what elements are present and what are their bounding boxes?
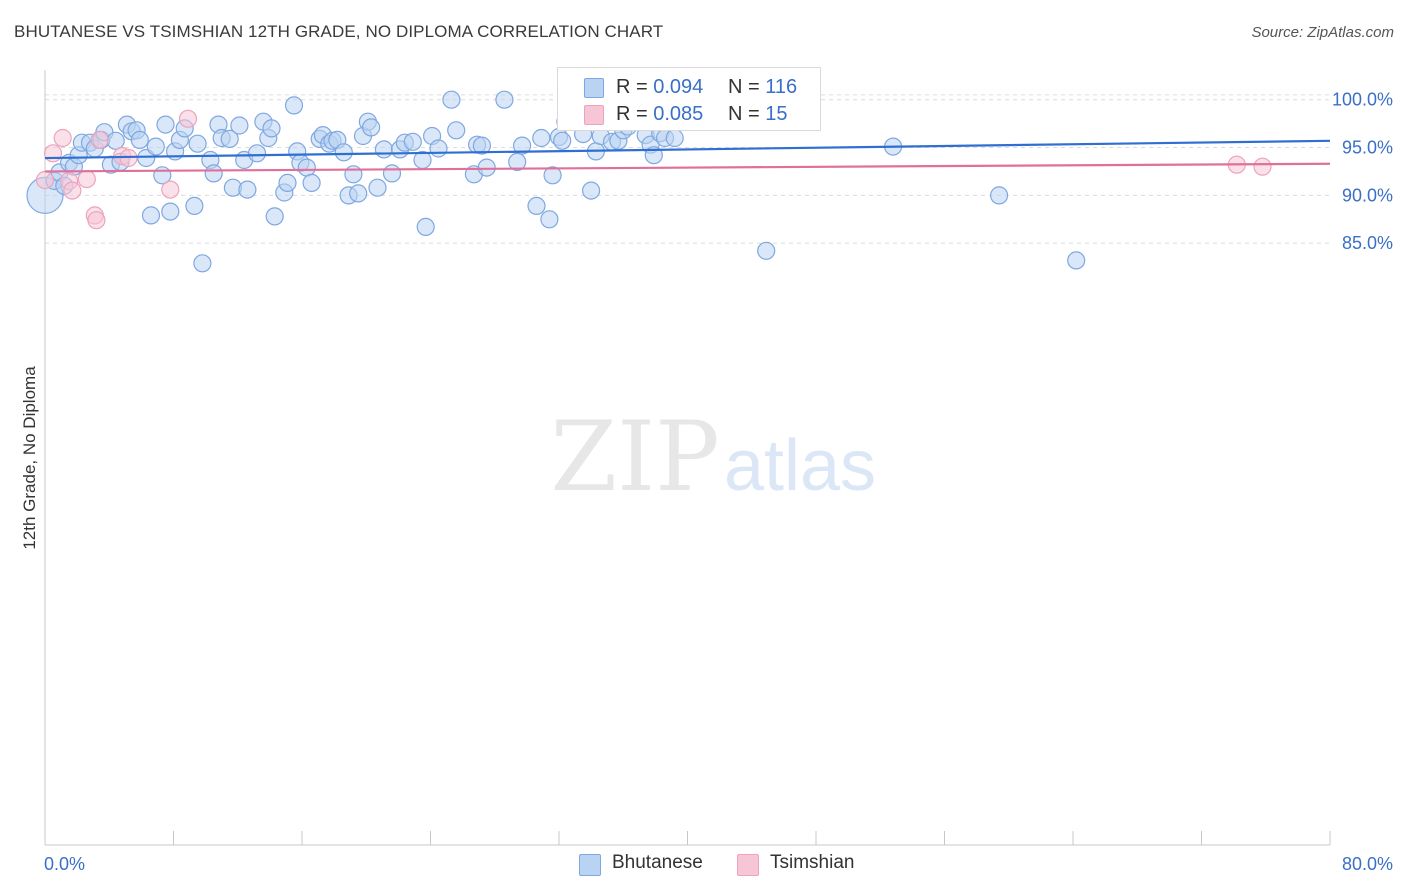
tsimshian-point: [53, 128, 72, 148]
bhutanese-point: [543, 166, 562, 185]
bhutanese-point: [193, 254, 212, 273]
tsimshian-point: [77, 170, 96, 189]
bhutanese-point: [141, 206, 161, 225]
bhutanese-point: [349, 184, 368, 203]
correlation-legend: R = 0.094 N = 116 R = 0.085 N = 15: [557, 67, 821, 131]
bhutanese-point: [284, 96, 304, 115]
bhutanese-point: [477, 158, 496, 177]
bhutanese-point: [230, 116, 249, 135]
tsimshian-point: [1253, 157, 1272, 176]
chart-title: BHUTANESE VS TSIMSHIAN 12TH GRADE, NO DI…: [14, 22, 664, 41]
legend-r-value: 0.094: [653, 76, 704, 98]
bhutanese-point: [581, 181, 601, 200]
legend-r-label: R =: [616, 103, 648, 125]
bhutanese-point: [989, 186, 1009, 205]
legend-swatch-pink: [584, 105, 604, 125]
tsimshian-points: [35, 109, 1272, 230]
bhutanese-point: [156, 115, 175, 134]
tsimshian-point: [63, 181, 82, 200]
watermark-atlas: atlas: [724, 426, 876, 506]
bhutanese-point: [220, 129, 239, 148]
source-label: Source: ZipAtlas.com: [1251, 24, 1394, 41]
bhutanese-point: [334, 143, 353, 162]
series-legend: Bhutanese Tsimshian: [0, 852, 1406, 878]
legend-n-label: N =: [728, 103, 760, 125]
tsimshian-trend-line: [44, 162, 1331, 173]
bhutanese-point: [265, 207, 284, 226]
bhutanese-point: [185, 196, 204, 215]
bhutanese-point: [416, 217, 435, 236]
tsimshian-point: [178, 109, 198, 128]
y-tick-label: 85.0%: [1342, 233, 1393, 253]
trend-lines: [44, 139, 1331, 173]
bhutanese-point: [262, 119, 281, 138]
bhutanese-point: [278, 173, 297, 192]
bhutanese-point: [130, 130, 149, 149]
bhutanese-point: [527, 196, 546, 215]
bhutanese-point: [495, 90, 514, 109]
tick-labels: 85.0% 90.0% 95.0% 100.0% 0.0% 80.0%: [44, 90, 1393, 874]
tsimshian-point: [87, 211, 106, 230]
bhutanese-point: [247, 144, 267, 163]
bhutanese-point: [297, 158, 316, 177]
x-tick-label: 80.0%: [1342, 854, 1393, 874]
legend-n-value: 116: [765, 76, 798, 98]
watermark-zip: ZIP: [550, 401, 719, 513]
tsimshian-point: [161, 180, 180, 199]
bhutanese-point: [512, 136, 532, 155]
legend-swatch-blue: [579, 854, 601, 876]
legend-n-value: 15: [765, 103, 788, 125]
bhutanese-point: [553, 131, 572, 150]
bhutanese-point: [188, 134, 207, 153]
bhutanese-point: [472, 136, 491, 155]
legend-label-bhutanese: Bhutanese: [612, 852, 703, 873]
bhutanese-point: [238, 180, 257, 199]
bhutanese-point: [368, 178, 387, 197]
bhutanese-point: [161, 202, 180, 221]
tsimshian-point: [43, 144, 63, 163]
bhutanese-point: [362, 118, 381, 137]
legend-r-value: 0.085: [653, 103, 704, 125]
y-tick-label: 95.0%: [1342, 138, 1393, 158]
bhutanese-point: [382, 164, 402, 183]
bhutanese-point: [532, 128, 551, 148]
bhutanese-point: [146, 137, 165, 156]
bhutanese-point: [442, 90, 461, 109]
bhutanese-point: [540, 210, 559, 229]
y-tick-label: 100.0%: [1332, 90, 1393, 110]
bhutanese-point: [106, 131, 125, 150]
bhutanese-point: [665, 128, 684, 148]
legend-swatch-pink: [737, 854, 759, 876]
bhutanese-point: [344, 165, 363, 184]
legend-n-label: N =: [728, 76, 760, 98]
bhutanese-trend-line: [44, 139, 1331, 160]
legend-label-tsimshian: Tsimshian: [770, 852, 855, 873]
bhutanese-point: [302, 173, 321, 192]
bhutanese-point: [204, 164, 223, 183]
bhutanese-point: [1067, 251, 1086, 270]
bhutanese-point: [429, 139, 448, 158]
legend-swatch-blue: [584, 78, 604, 98]
bhutanese-point: [508, 152, 527, 171]
bhutanese-point: [447, 121, 466, 140]
tsimshian-point: [35, 170, 55, 190]
bhutanese-point: [374, 140, 393, 159]
bhutanese-point: [403, 132, 422, 151]
bhutanese-point: [757, 241, 776, 260]
x-tick-label: 0.0%: [44, 854, 85, 874]
watermark: ZIP atlas: [550, 401, 876, 513]
tsimshian-point: [90, 130, 109, 149]
legend-r-label: R =: [616, 76, 648, 98]
y-tick-label: 90.0%: [1342, 185, 1393, 205]
